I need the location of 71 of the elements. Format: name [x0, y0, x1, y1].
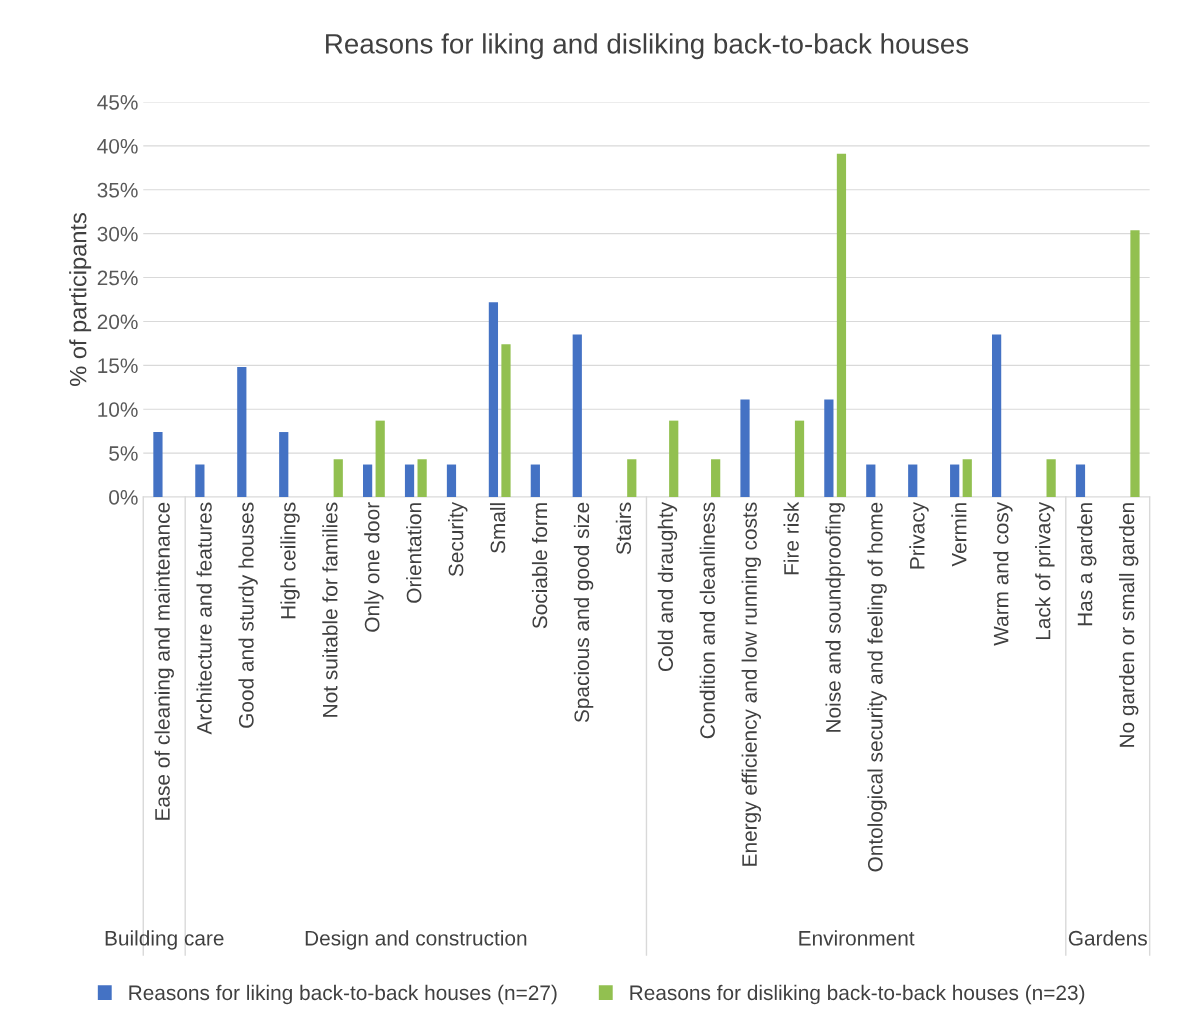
bar — [991, 334, 1002, 497]
x-tick-label: Energy efficiency and low running costs — [741, 502, 762, 866]
x-tick-label: Has a garden — [1077, 503, 1097, 626]
bar — [153, 432, 163, 497]
x-tick-label: Fire risk — [783, 501, 799, 575]
bar — [1075, 464, 1086, 497]
y-tick-label: 35% — [97, 182, 138, 198]
bar — [362, 464, 373, 497]
text: Gardens — [1068, 930, 1147, 946]
bar — [1130, 230, 1140, 497]
x-tick-label: Architecture and features — [196, 502, 212, 735]
x-tick-label: Vermin — [951, 503, 967, 567]
text: Environment — [799, 930, 915, 946]
bar — [908, 464, 918, 497]
bar — [711, 459, 721, 497]
bar — [1046, 459, 1056, 497]
bar — [417, 459, 427, 497]
bar — [279, 432, 289, 497]
y-tick-label: 15% — [98, 358, 138, 374]
x-tick-label: Only one door — [364, 502, 384, 632]
x-tick-label: Noise and soundproofing — [825, 503, 845, 732]
x-tick-label: Good and sturdy houses — [238, 502, 258, 728]
bar — [836, 153, 847, 497]
y-tick-label: 40% — [97, 138, 138, 154]
y-tick-label: 5% — [109, 446, 138, 461]
x-tick-label: Stairs — [615, 502, 632, 555]
y-tick-label: 10% — [98, 402, 138, 417]
x-tick-label: Small — [489, 503, 506, 554]
bar — [404, 464, 415, 497]
text: Building care — [105, 930, 224, 950]
bar — [627, 459, 637, 497]
x-tick-label: Condition and cleanliness — [699, 502, 715, 739]
bar — [530, 464, 540, 497]
x-tick-label: Orientation — [406, 503, 422, 603]
x-tick-label: Sociable form — [531, 503, 548, 629]
bar — [195, 464, 205, 497]
x-tick-label: Privacy — [909, 501, 929, 569]
text: Design and construction — [305, 930, 527, 950]
x-tick-label: Lack of privacy — [1035, 501, 1055, 640]
bar — [375, 420, 385, 497]
bar — [962, 459, 972, 497]
x-tick-label: Warm and cosy — [993, 501, 1013, 646]
x-tick-label: Ease of cleaning and maintenance — [154, 502, 174, 820]
x-tick-label: Security — [448, 501, 468, 577]
y-tick-label: 20% — [97, 314, 138, 330]
x-tick-label: Not suitable for families — [322, 502, 338, 717]
bar — [866, 464, 876, 497]
y-tick-label: 0% — [109, 490, 138, 505]
bar — [488, 302, 499, 497]
bar — [669, 420, 679, 497]
bar — [237, 367, 247, 497]
bar — [333, 459, 343, 497]
x-tick-label: No garden or small garden — [1118, 503, 1139, 747]
bar — [824, 399, 834, 497]
x-tick-label: Spacious and good size — [573, 502, 594, 723]
x-tick-label: Ontological security and feeling of home — [867, 502, 887, 872]
bar — [794, 420, 805, 497]
bar — [446, 464, 457, 497]
bar — [740, 399, 750, 497]
y-tick-label: 30% — [97, 226, 138, 242]
chart-title: Reasons for liking and disliking back-to-back houses — [326, 33, 969, 60]
y-axis-title: % of participants — [69, 213, 92, 386]
y-tick-label: 25% — [97, 270, 138, 286]
x-tick-label: Cold and draughty — [657, 501, 678, 672]
bar — [501, 344, 511, 497]
x-tick-label: High ceilings — [280, 502, 300, 619]
y-tick-label: 45% — [97, 95, 138, 110]
bar — [572, 334, 582, 497]
bar — [950, 464, 960, 497]
legend-label: Reasons for disliking back-to-back houses (n=23) — [630, 984, 1085, 1005]
legend-label: Reasons for liking back-to-back houses (n=27) — [129, 984, 557, 1005]
